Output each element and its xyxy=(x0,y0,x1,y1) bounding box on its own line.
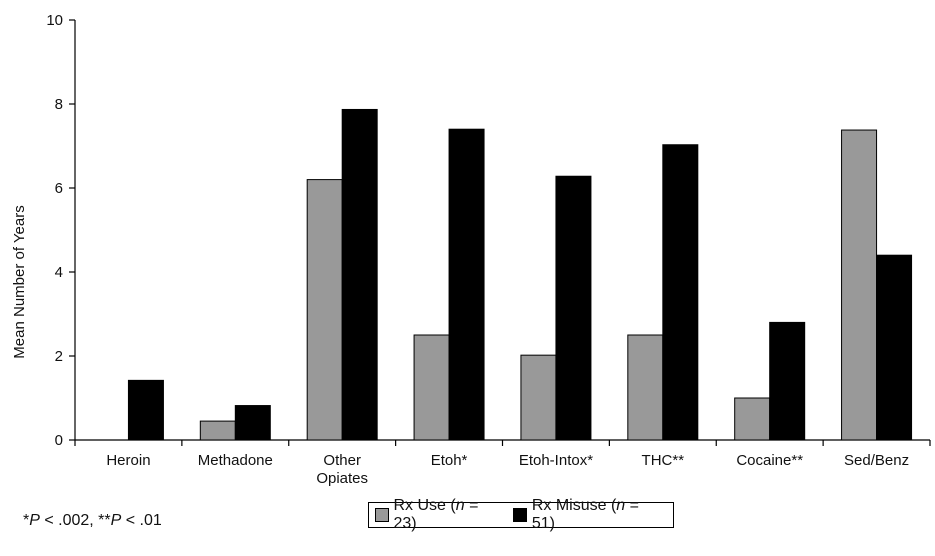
legend-text: = 51) xyxy=(531,497,639,532)
x-tick-label: Etoh* xyxy=(431,452,468,469)
footnote-value-1: < .002, xyxy=(39,512,99,529)
legend-n: n xyxy=(455,497,465,514)
bar-rx-misuse xyxy=(769,321,806,441)
legend-item-rx-use: Rx Use (n = 23) xyxy=(375,497,501,533)
x-tick-label: Sed/Benz xyxy=(844,452,909,469)
x-tick-label: Cocaine** xyxy=(736,452,803,469)
x-tick-label: THC** xyxy=(642,452,685,469)
bar-rx-use xyxy=(841,129,878,441)
bar-rx-misuse xyxy=(448,128,485,441)
legend-swatch-rx-use xyxy=(375,508,389,522)
footnote-symbol-1: * xyxy=(23,512,30,529)
legend-text: Rx Use ( xyxy=(393,497,456,514)
footnote-p-1: P xyxy=(29,512,40,529)
bar-rx-use xyxy=(520,354,557,441)
y-tick-label: 6 xyxy=(55,180,63,197)
bar-rx-misuse xyxy=(234,405,271,441)
legend: Rx Use (n = 23) Rx Misuse (n = 51) xyxy=(368,497,674,532)
y-tick-label: 8 xyxy=(55,96,63,113)
significance-footnote: *P < .002, **P < .01 xyxy=(23,512,162,530)
bar-rx-misuse xyxy=(341,108,378,441)
bar-rx-use xyxy=(306,179,343,441)
legend-item-rx-misuse: Rx Misuse (n = 51) xyxy=(513,497,661,533)
x-tick-label: Other Opiates xyxy=(316,452,368,487)
bar-rx-misuse xyxy=(662,144,699,441)
footnote-p-2: P xyxy=(110,512,122,529)
legend-swatch-rx-misuse xyxy=(513,508,527,522)
legend-label-rx-use: Rx Use (n = 23) xyxy=(394,497,502,533)
bar-rx-use xyxy=(627,334,664,441)
footnote-symbol-2: ** xyxy=(98,512,111,529)
y-axis: 0 2 4 6 8 10 xyxy=(46,12,76,449)
legend-text: = 23) xyxy=(393,497,479,532)
x-tick-label: Etoh-Intox* xyxy=(519,452,593,469)
legend-text: Rx Misuse ( xyxy=(531,497,617,514)
bar-rx-use xyxy=(413,334,450,441)
legend-label-rx-misuse: Rx Misuse (n = 51) xyxy=(532,497,661,533)
y-tick-label: 0 xyxy=(55,432,63,449)
x-axis: Heroin Methadone Other Opiates Etoh* Etoh-Int… xyxy=(74,439,931,487)
y-axis-label: Mean Number of Years xyxy=(11,205,28,358)
y-tick-label: 4 xyxy=(55,264,63,281)
footnote-value-2: < .01 xyxy=(121,512,162,529)
bar-rx-use xyxy=(199,420,236,441)
x-tick-label: Heroin xyxy=(106,452,150,469)
bar-rx-misuse xyxy=(876,254,913,441)
y-tick-label: 10 xyxy=(46,12,63,29)
y-tick-label: 2 xyxy=(55,348,63,365)
bar-rx-misuse xyxy=(555,175,592,441)
bars xyxy=(127,108,913,441)
legend-n: n xyxy=(616,497,626,514)
bar-rx-use xyxy=(734,397,771,441)
bar-rx-misuse xyxy=(127,379,164,441)
x-tick-label: Methadone xyxy=(198,452,273,469)
